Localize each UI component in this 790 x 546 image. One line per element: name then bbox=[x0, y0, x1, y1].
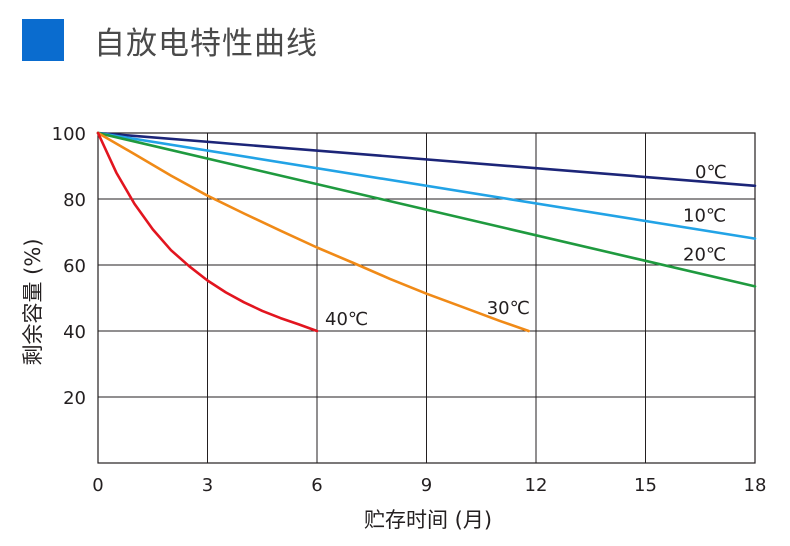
y-tick-label: 80 bbox=[63, 190, 86, 211]
header: 自放电特性曲线 bbox=[22, 18, 318, 62]
x-tick-label: 18 bbox=[744, 475, 767, 496]
y-tick-label: 100 bbox=[52, 124, 86, 145]
x-axis-title: 贮存时间 (月) bbox=[364, 508, 492, 532]
x-tick-label: 0 bbox=[92, 475, 103, 496]
series-label: 30℃ bbox=[487, 298, 530, 319]
series-label: 40℃ bbox=[325, 309, 368, 330]
series-line bbox=[96, 131, 531, 333]
x-tick-label: 15 bbox=[634, 475, 657, 496]
y-tick-label: 20 bbox=[63, 388, 86, 409]
x-tick-label: 6 bbox=[311, 475, 322, 496]
x-tick-label: 12 bbox=[525, 475, 548, 496]
series-line bbox=[96, 131, 757, 288]
x-tick-label: 3 bbox=[202, 475, 213, 496]
chart-series bbox=[96, 131, 757, 333]
series-label: 20℃ bbox=[683, 244, 726, 265]
x-tick-label: 9 bbox=[421, 475, 432, 496]
page-title: 自放电特性曲线 bbox=[94, 25, 318, 62]
chart-grid: 0 3 6 9 12 15 18 20 40 60 80 100 bbox=[52, 124, 767, 496]
series-line bbox=[96, 131, 757, 188]
y-tick-label: 60 bbox=[63, 256, 86, 277]
plot-frame bbox=[97, 132, 756, 464]
y-tick-label: 40 bbox=[63, 322, 86, 343]
chart-labels: 0℃ 10℃ 20℃ 30℃ 40℃ bbox=[325, 162, 727, 330]
title-square-icon bbox=[22, 19, 64, 61]
series-label: 10℃ bbox=[683, 206, 726, 227]
y-axis-title: 剩余容量 (%) bbox=[21, 238, 45, 365]
series-label: 0℃ bbox=[695, 162, 727, 183]
series-line bbox=[96, 131, 319, 333]
series-line bbox=[96, 131, 757, 240]
